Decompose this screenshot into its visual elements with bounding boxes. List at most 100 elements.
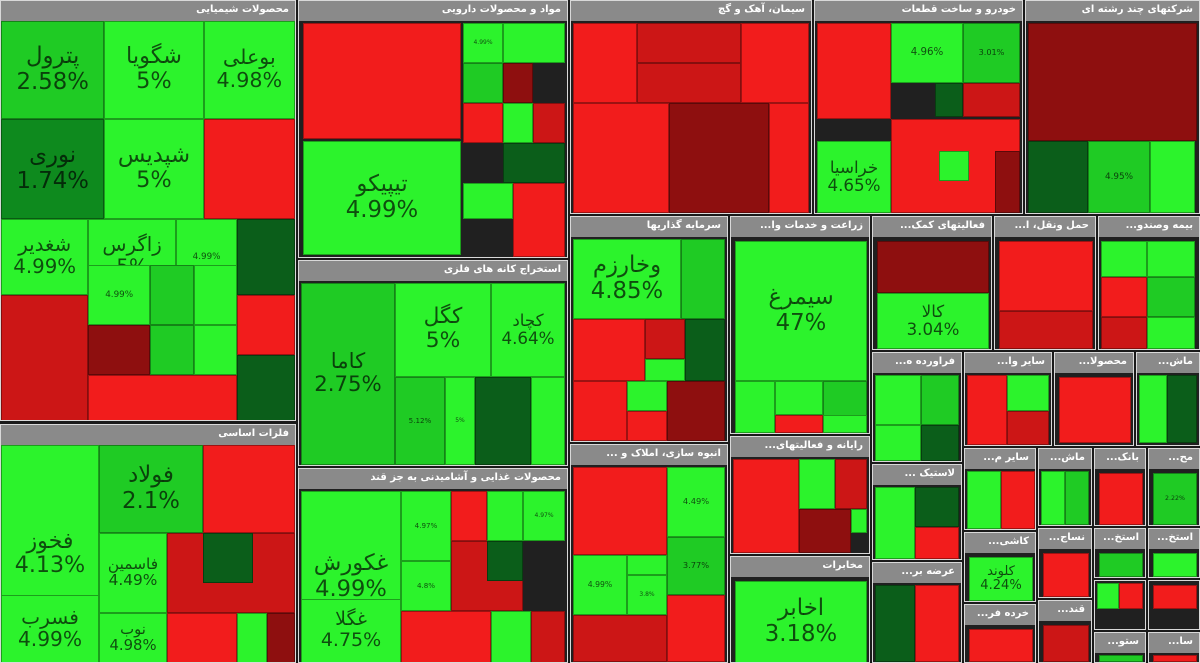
stock-tile[interactable]: [401, 611, 491, 662]
stock-tile[interactable]: شگویا 5%: [104, 21, 204, 119]
sector-ghand[interactable]: قند...: [1038, 600, 1092, 663]
stock-tile[interactable]: [513, 183, 565, 257]
stock-tile[interactable]: کچاد 4.64%: [491, 283, 565, 377]
stock-tile[interactable]: [167, 533, 295, 613]
sector-mining[interactable]: استخراج کانه های فلزی کاما 2.75% کگل 5% کچاد 4…: [298, 260, 568, 466]
stock-tile[interactable]: [733, 459, 799, 553]
sector-khorde[interactable]: خرده فر...: [964, 604, 1036, 663]
sector-prod[interactable]: محصولا...: [1054, 352, 1134, 446]
stock-tile[interactable]: 5%: [445, 377, 475, 465]
stock-tile[interactable]: [999, 241, 1093, 311]
stock-tile[interactable]: [995, 151, 1020, 213]
stock-tile[interactable]: [915, 487, 959, 527]
stock-tile[interactable]: [939, 151, 969, 181]
sector-oil[interactable]: فراورده ه...: [872, 352, 962, 462]
stock-tile[interactable]: [1119, 583, 1143, 609]
sector-aux[interactable]: فعالیتهای کمک... کالا 3.04%: [872, 216, 992, 350]
stock-tile[interactable]: [1099, 473, 1143, 525]
stock-tile[interactable]: 4.49%: [667, 467, 725, 537]
stock-tile[interactable]: [573, 467, 667, 555]
stock-tile[interactable]: [1028, 23, 1197, 141]
stock-tile[interactable]: [193, 265, 238, 325]
sector-metal[interactable]: فلزات اساسی فخوز 4.13% فولاد 2.1% فاسمین 4.49%…: [0, 424, 296, 663]
stock-tile[interactable]: [1007, 375, 1049, 411]
stock-tile[interactable]: [167, 613, 237, 662]
stock-tile[interactable]: [1153, 585, 1197, 609]
stock-tile[interactable]: [303, 23, 461, 139]
stock-tile[interactable]: [451, 491, 487, 541]
stock-tile[interactable]: [503, 23, 565, 63]
sector-small4[interactable]: سا...: [1148, 632, 1200, 663]
stock-tile[interactable]: [875, 585, 915, 662]
stock-tile[interactable]: [627, 411, 667, 441]
stock-tile[interactable]: [817, 23, 891, 119]
sector-bank[interactable]: بانک...: [1094, 448, 1146, 526]
stock-tile[interactable]: [1099, 655, 1143, 662]
stock-tile[interactable]: 4.99%: [463, 23, 503, 63]
stock-tile[interactable]: [1059, 377, 1131, 443]
stock-tile[interactable]: تیپیکو 4.99%: [303, 141, 461, 255]
stock-tile[interactable]: نوب 4.98%: [99, 613, 167, 662]
stock-tile[interactable]: [1147, 317, 1195, 349]
stock-tile[interactable]: [681, 239, 725, 319]
stock-tile[interactable]: [935, 83, 963, 117]
stock-tile[interactable]: پترول 2.58%: [1, 21, 105, 119]
sector-kashi[interactable]: کاشی... کلوند 4.24%: [964, 532, 1036, 602]
stock-tile[interactable]: [533, 103, 565, 143]
stock-tile[interactable]: [735, 381, 775, 433]
stock-tile[interactable]: [573, 23, 637, 103]
stock-tile[interactable]: 4.95%: [1088, 141, 1150, 213]
stock-tile[interactable]: 5.12%: [395, 377, 445, 465]
stock-tile[interactable]: [769, 103, 809, 213]
stock-tile[interactable]: [637, 63, 741, 103]
stock-tile[interactable]: [267, 613, 295, 662]
stock-tile[interactable]: [88, 375, 238, 420]
stock-tile[interactable]: [503, 103, 533, 143]
sector-building[interactable]: انبوه سازی، املاک و ... 4.49% 3.77% 4.99% 3.…: [570, 444, 728, 663]
stock-tile[interactable]: [531, 377, 565, 465]
stock-tile[interactable]: [685, 319, 725, 381]
sector-estekh[interactable]: استخ...: [1094, 528, 1146, 578]
sector-agri[interactable]: زراعت و خدمات وا... سیمرغ 47%: [730, 216, 870, 434]
stock-tile[interactable]: [1, 295, 89, 420]
stock-tile[interactable]: [667, 381, 725, 441]
stock-tile[interactable]: کالا 3.04%: [877, 293, 989, 349]
sector-cement[interactable]: سیمان، آهک و گچ: [570, 0, 812, 214]
stock-tile[interactable]: [1099, 553, 1143, 577]
stock-tile[interactable]: [487, 491, 523, 541]
sector-it[interactable]: رایانه و فعالیتهای...: [730, 436, 870, 554]
stock-tile[interactable]: فولاد 2.1%: [99, 445, 203, 533]
sector-telecom[interactable]: مخابرات اخابر 3.18%: [730, 556, 870, 663]
stock-tile[interactable]: [1001, 471, 1035, 529]
sector-invest[interactable]: سرمایه گذاریها وخارزم 4.85%: [570, 216, 728, 442]
sector-mm[interactable]: مح... 2.22%: [1148, 448, 1200, 526]
stock-tile[interactable]: [491, 611, 531, 662]
sector-multi[interactable]: شرکتهای چند رشته ای 4.95%: [1025, 0, 1200, 214]
stock-tile[interactable]: [1101, 317, 1147, 349]
stock-tile[interactable]: 2.22%: [1153, 473, 1197, 525]
stock-tile[interactable]: [487, 541, 523, 581]
stock-tile[interactable]: [237, 613, 267, 662]
stock-tile[interactable]: [669, 103, 769, 213]
sector-mas[interactable]: ماش...: [1038, 448, 1092, 526]
stock-tile[interactable]: [1028, 141, 1088, 213]
stock-tile[interactable]: [915, 527, 959, 559]
sector-food[interactable]: محصولات غذایی و آشامیدنی به جز قند غکورش 4…: [298, 468, 568, 663]
sector-pharma[interactable]: مواد و محصولات دارویی تیپیکو 4.99% 4.99%: [298, 0, 568, 258]
stock-tile[interactable]: [967, 375, 1007, 445]
sector-rubber[interactable]: لاستیک ...: [872, 464, 962, 560]
sector-machine[interactable]: ماش...: [1136, 352, 1200, 446]
stock-tile[interactable]: [203, 119, 295, 219]
stock-tile[interactable]: [475, 377, 531, 465]
stock-tile[interactable]: 4.97%: [401, 491, 451, 561]
sector-small1[interactable]: [1094, 580, 1146, 630]
stock-tile[interactable]: [823, 415, 867, 433]
stock-tile[interactable]: [775, 415, 823, 433]
stock-tile[interactable]: [573, 319, 645, 381]
stock-tile[interactable]: غگلا 4.75%: [301, 599, 401, 662]
stock-tile[interactable]: کگل 5%: [395, 283, 491, 377]
stock-tile[interactable]: [149, 325, 194, 375]
stock-tile[interactable]: [531, 611, 565, 662]
stock-tile[interactable]: 3.8%: [627, 575, 667, 615]
stock-tile[interactable]: [1139, 375, 1167, 443]
